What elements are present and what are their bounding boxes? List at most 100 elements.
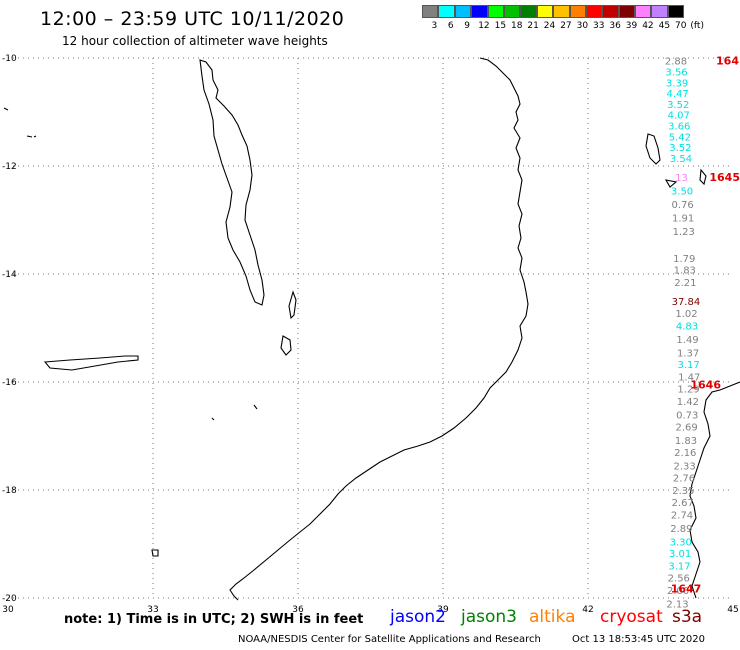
swh-value: 2.16 xyxy=(674,448,696,459)
footer-timestamp: Oct 13 18:53:45 UTC 2020 xyxy=(572,634,705,645)
islet-4 xyxy=(211,417,215,421)
swh-value: 4.83 xyxy=(676,321,698,332)
legend-swatch xyxy=(503,5,521,18)
legend-swatch xyxy=(618,5,636,18)
swh-value: 3.66 xyxy=(668,122,690,133)
swh-value: 3.17 xyxy=(668,562,690,573)
map-grid xyxy=(8,57,733,599)
satellite-altika: altika xyxy=(529,607,576,627)
swh-value: 3.01 xyxy=(669,549,691,560)
swh-value: 3.17 xyxy=(678,360,700,371)
swh-value: 2.56 xyxy=(668,573,690,584)
swh-value: 0.76 xyxy=(671,200,693,211)
legend-label: 27 xyxy=(560,21,572,31)
swh-value: 1.79 xyxy=(673,254,695,265)
small-lake-outline xyxy=(288,290,297,320)
legend-swatch xyxy=(585,5,603,18)
lat-tick-label: -18 xyxy=(2,486,17,496)
swh-value: 1.83 xyxy=(674,266,696,277)
swh-value: 3.54 xyxy=(670,154,692,165)
swh-value: 1.49 xyxy=(676,335,698,346)
lon-tick-label: 42 xyxy=(582,605,593,615)
swh-value: 3.39 xyxy=(666,78,688,89)
africa-east-coast xyxy=(229,57,529,601)
legend-label: 15 xyxy=(494,21,507,31)
legend-label: 21 xyxy=(527,21,539,31)
comoros-grande xyxy=(645,133,661,165)
pass-label: 1647 xyxy=(671,582,702,595)
west-lake-outline xyxy=(43,355,139,371)
lon-tick-label: 36 xyxy=(292,605,304,615)
legend-swatch xyxy=(569,5,586,18)
swh-value: 2.33 xyxy=(674,462,696,473)
lon-tick-label: 30 xyxy=(2,605,14,615)
swh-value: 0.73 xyxy=(676,410,698,421)
lat-tick-label: -14 xyxy=(2,270,17,280)
swh-value: 1.37 xyxy=(677,348,699,359)
legend-swatch xyxy=(454,5,472,18)
coastlines xyxy=(3,57,740,601)
satellite-s3a: s3a xyxy=(672,607,703,627)
legend-swatch xyxy=(602,5,619,18)
legend-swatch xyxy=(487,5,504,18)
comoros-mayotte xyxy=(699,168,707,186)
legend-unit: (ft) xyxy=(690,21,704,31)
swh-value: 2.74 xyxy=(671,510,693,521)
lat-tick-label: -10 xyxy=(2,54,17,64)
swh-value: 3.30 xyxy=(670,537,692,548)
legend-swatch xyxy=(536,5,554,18)
lat-tick-label: -20 xyxy=(2,594,17,604)
legend-label: 42 xyxy=(642,21,654,31)
pass-label: 164 xyxy=(716,55,739,68)
legend-swatch xyxy=(471,5,488,18)
legend-swatch xyxy=(438,5,455,18)
footer-credit: NOAA/NESDIS Center for Satellite Applica… xyxy=(238,634,541,645)
swh-value: 1.42 xyxy=(677,397,699,408)
swh-value: 2.35 xyxy=(672,486,694,497)
swh-value: 1.83 xyxy=(675,436,697,447)
swh-value: 4.47 xyxy=(667,89,689,100)
lon-tick-label: 45 xyxy=(727,605,738,615)
madagascar-west-coast xyxy=(689,381,740,599)
islet-1 xyxy=(26,135,37,138)
swh-value: 2.67 xyxy=(672,498,694,509)
legend-label: 12 xyxy=(478,21,490,31)
legend-swatch xyxy=(422,5,439,18)
legend-label: 18 xyxy=(511,21,523,31)
swh-value: 1.02 xyxy=(675,309,697,320)
map-title: 12:00 – 23:59 UTC 10/11/2020 xyxy=(40,8,345,30)
legend-label: 45 xyxy=(658,21,671,31)
swh-value: 37.84 xyxy=(672,297,701,308)
swh-value: 3.50 xyxy=(671,186,693,197)
legend-label: 70 xyxy=(675,21,687,31)
swh-value: 2.89 xyxy=(670,524,692,535)
legend-label: 6 xyxy=(447,21,454,31)
pass-label: 1645 xyxy=(709,171,740,184)
satellite-cryosat: cryosat xyxy=(600,607,663,627)
legend-swatch xyxy=(553,5,570,18)
swh-value: 2.76 xyxy=(673,474,695,485)
legend-swatch xyxy=(651,5,668,18)
islet-2 xyxy=(3,107,9,111)
legend-swatch xyxy=(635,5,652,18)
satellite-track-values: 2.883.563.394.473.524.073.665.423.523.54… xyxy=(665,57,700,611)
swh-value: 2.21 xyxy=(674,278,696,289)
swh-value: 1.91 xyxy=(672,213,694,224)
legend-labels: 3 6 9 12 15 18 21 24 27 30 33 36 39 42 45 70 (ft) xyxy=(422,18,704,32)
swh-value: 2.88 xyxy=(665,57,687,68)
footer: NOAA/NESDIS Center for Satellite Applica… xyxy=(238,634,733,645)
lat-tick-label: -16 xyxy=(2,378,17,388)
legend-label: 39 xyxy=(625,21,638,31)
legend-label: 33 xyxy=(593,21,605,31)
satellite-jason2: jason2 xyxy=(390,607,446,627)
legend-label: 24 xyxy=(543,21,556,31)
swh-value: 3.52 xyxy=(669,143,691,154)
lake-chilwa-outline xyxy=(280,335,292,356)
legend-label: 36 xyxy=(609,21,621,31)
swh-value: 2.13 xyxy=(666,599,688,610)
islet-5 xyxy=(151,549,159,557)
pass-label: 1646 xyxy=(690,379,721,392)
swh-value: 1.47 xyxy=(678,373,700,384)
legend-swatch xyxy=(667,5,685,18)
